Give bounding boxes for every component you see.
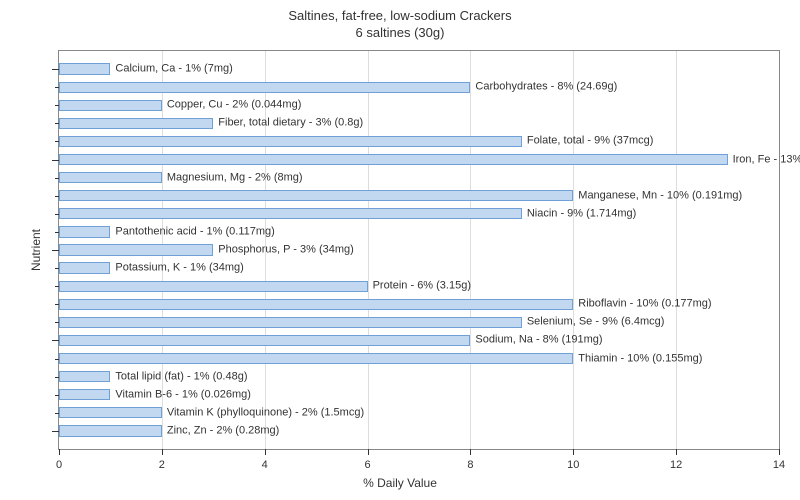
nutrient-bar	[59, 281, 368, 292]
x-tick	[676, 449, 677, 455]
x-tick	[162, 449, 163, 455]
gridline	[368, 51, 369, 449]
y-tick-major	[52, 431, 59, 432]
nutrient-bar-label: Carbohydrates - 8% (24.69g)	[475, 82, 617, 93]
nutrient-bar-label: Sodium, Na - 8% (191mg)	[475, 335, 602, 346]
nutrient-bar-label: Fiber, total dietary - 3% (0.8g)	[218, 118, 363, 129]
x-tick	[573, 449, 574, 455]
nutrient-bar	[59, 63, 110, 74]
gridline	[470, 51, 471, 449]
nutrient-bar-label: Riboflavin - 10% (0.177mg)	[578, 299, 711, 310]
x-tick	[265, 449, 266, 455]
x-axis-label: % Daily Value	[363, 476, 437, 490]
y-tick-minor	[55, 322, 59, 323]
y-tick-minor	[55, 178, 59, 179]
nutrient-bar-label: Iron, Fe - 13% (2.32mg)	[733, 154, 800, 165]
gridline	[573, 51, 574, 449]
nutrient-bar-label: Vitamin B-6 - 1% (0.026mg)	[115, 389, 251, 400]
y-axis-label: Nutrient	[29, 229, 43, 271]
y-tick-minor	[55, 286, 59, 287]
nutrient-bar-label: Phosphorus, P - 3% (34mg)	[218, 245, 354, 256]
y-tick-minor	[55, 87, 59, 88]
nutrient-bar	[59, 299, 573, 310]
nutrient-bar	[59, 118, 213, 129]
x-tick	[470, 449, 471, 455]
nutrient-bar	[59, 154, 728, 165]
x-tick-label: 2	[159, 459, 165, 471]
y-tick-minor	[55, 232, 59, 233]
y-tick-minor	[55, 141, 59, 142]
nutrient-bar-label: Thiamin - 10% (0.155mg)	[578, 353, 702, 364]
nutrient-bar-label: Copper, Cu - 2% (0.044mg)	[167, 100, 302, 111]
x-tick	[779, 449, 780, 455]
nutrient-bar	[59, 100, 162, 111]
y-tick-minor	[55, 377, 59, 378]
nutrient-bar	[59, 353, 573, 364]
nutrient-bar-label: Protein - 6% (3.15g)	[373, 281, 471, 292]
nutrient-bar-label: Vitamin K (phylloquinone) - 2% (1.5mcg)	[167, 407, 364, 418]
nutrient-bar	[59, 190, 573, 201]
chart-title-line1: Saltines, fat-free, low-sodium Crackers	[288, 8, 511, 23]
x-tick	[368, 449, 369, 455]
gridline	[676, 51, 677, 449]
x-tick-label: 14	[773, 459, 785, 471]
nutrient-bar	[59, 172, 162, 183]
y-tick-minor	[55, 413, 59, 414]
nutrient-bar	[59, 226, 110, 237]
nutrient-bar	[59, 425, 162, 436]
nutrient-bar	[59, 371, 110, 382]
nutrient-bar-label: Manganese, Mn - 10% (0.191mg)	[578, 190, 742, 201]
nutrient-bar	[59, 262, 110, 273]
x-tick-label: 8	[467, 459, 473, 471]
x-tick	[59, 449, 60, 455]
y-tick-minor	[55, 214, 59, 215]
x-tick-label: 6	[365, 459, 371, 471]
chart-title: Saltines, fat-free, low-sodium Crackers …	[0, 0, 800, 42]
nutrient-bar	[59, 244, 213, 255]
nutrient-bar-label: Magnesium, Mg - 2% (8mg)	[167, 172, 303, 183]
nutrient-bar	[59, 136, 522, 147]
y-tick-major	[52, 69, 59, 70]
y-tick-minor	[55, 395, 59, 396]
y-tick-minor	[55, 196, 59, 197]
nutrient-bar-label: Folate, total - 9% (37mcg)	[527, 136, 654, 147]
y-tick-major	[52, 340, 59, 341]
chart-title-line2: 6 saltines (30g)	[356, 25, 445, 40]
x-tick-label: 12	[670, 459, 682, 471]
y-tick-major	[52, 160, 59, 161]
nutrient-bar	[59, 317, 522, 328]
nutrient-bar	[59, 335, 470, 346]
nutrient-bar-label: Selenium, Se - 9% (6.4mcg)	[527, 317, 665, 328]
nutrient-bar-label: Zinc, Zn - 2% (0.28mg)	[167, 425, 279, 436]
y-tick-major	[52, 250, 59, 251]
y-tick-minor	[55, 304, 59, 305]
nutrient-bar	[59, 389, 110, 400]
y-tick-minor	[55, 359, 59, 360]
nutrient-chart: Saltines, fat-free, low-sodium Crackers …	[0, 0, 800, 500]
nutrient-bar-label: Potassium, K - 1% (34mg)	[115, 263, 243, 274]
plot-area: 02468101214Calcium, Ca - 1% (7mg)Carbohy…	[58, 50, 780, 450]
x-tick-label: 10	[567, 459, 579, 471]
nutrient-bar-label: Total lipid (fat) - 1% (0.48g)	[115, 371, 247, 382]
nutrient-bar-label: Pantothenic acid - 1% (0.117mg)	[115, 226, 274, 237]
y-tick-minor	[55, 268, 59, 269]
nutrient-bar-label: Niacin - 9% (1.714mg)	[527, 208, 636, 219]
nutrient-bar-label: Calcium, Ca - 1% (7mg)	[115, 64, 232, 75]
y-tick-minor	[55, 123, 59, 124]
x-tick-label: 0	[56, 459, 62, 471]
x-tick-label: 4	[262, 459, 268, 471]
y-tick-minor	[55, 105, 59, 106]
nutrient-bar	[59, 208, 522, 219]
nutrient-bar	[59, 407, 162, 418]
nutrient-bar	[59, 82, 470, 93]
